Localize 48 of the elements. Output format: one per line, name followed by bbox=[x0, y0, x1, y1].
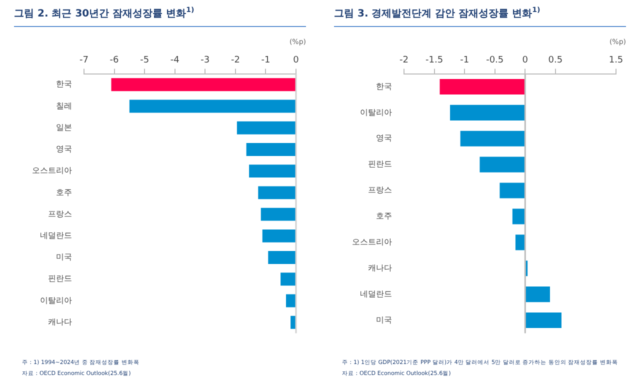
x-tick-label: -1.5 bbox=[426, 56, 444, 66]
y-tick-label: 캐나다 bbox=[48, 317, 72, 326]
bar bbox=[512, 208, 525, 224]
x-tick-label: -2 bbox=[400, 56, 408, 66]
y-tick-label: 미국 bbox=[376, 315, 392, 324]
y-tick-label: 핀란드 bbox=[48, 274, 72, 284]
y-tick-label: 오스트리아 bbox=[352, 237, 392, 246]
y-tick-label: 핀란드 bbox=[368, 160, 392, 169]
bar bbox=[480, 156, 525, 172]
y-tick-label: 캐나다 bbox=[368, 263, 392, 272]
bar bbox=[450, 104, 525, 120]
bar bbox=[440, 78, 525, 95]
bar bbox=[460, 130, 525, 146]
chart-title: 그림 2. 최근 30년간 잠재성장률 변화$^{1)}$ bbox=[14, 6, 306, 28]
x-tick-label: -3 bbox=[200, 56, 210, 66]
y-tick-label: 네덜란드 bbox=[360, 289, 392, 298]
x-tick-label: -7 bbox=[80, 56, 88, 66]
x-tick-label: -2 bbox=[230, 56, 240, 66]
y-tick-label: 프랑스 bbox=[368, 186, 392, 195]
x-tick-label: 0 bbox=[293, 56, 300, 66]
x-tick-label: -4 bbox=[170, 56, 180, 66]
y-tick-label: 한국 bbox=[376, 82, 392, 91]
bar bbox=[500, 182, 525, 198]
y-tick-label: 영국 bbox=[376, 134, 392, 143]
bar bbox=[526, 312, 562, 328]
y-tick-label: 미국 bbox=[56, 252, 72, 262]
bar bbox=[526, 286, 550, 302]
y-tick-label: 네덜란드 bbox=[40, 231, 72, 240]
x-tick-label: -1 bbox=[261, 56, 270, 66]
y-tick-label: 영국 bbox=[56, 144, 72, 154]
y-tick-label: 칠레 bbox=[56, 101, 72, 110]
y-tick-label: 이탈리아 bbox=[360, 108, 392, 117]
y-tick-label: 오스트리아 bbox=[32, 166, 72, 176]
x-tick-label: 0.5 bbox=[548, 56, 563, 66]
y-tick-label: 프랑스 bbox=[48, 209, 72, 218]
y-tick-label: 일본 bbox=[56, 122, 72, 132]
chart-title: 그림 3. 경제발전단계 감안 잠재성장률 변화$^{1)}$ bbox=[334, 6, 626, 28]
bar bbox=[515, 234, 525, 250]
x-tick-label: -5 bbox=[140, 56, 150, 66]
y-tick-label: 호주 bbox=[56, 188, 72, 197]
y-tick-label: 한국 bbox=[56, 80, 72, 89]
x-tick-label: -1 bbox=[460, 56, 470, 66]
x-tick-label: -6 bbox=[110, 56, 120, 66]
y-tick-label: 이탈리아 bbox=[40, 296, 72, 305]
y-tick-label: 호주 bbox=[376, 212, 392, 221]
x-tick-label: -0.5 bbox=[486, 56, 504, 66]
x-tick-label: 0 bbox=[522, 56, 528, 66]
x-tick-label: 1.5 bbox=[608, 56, 624, 66]
